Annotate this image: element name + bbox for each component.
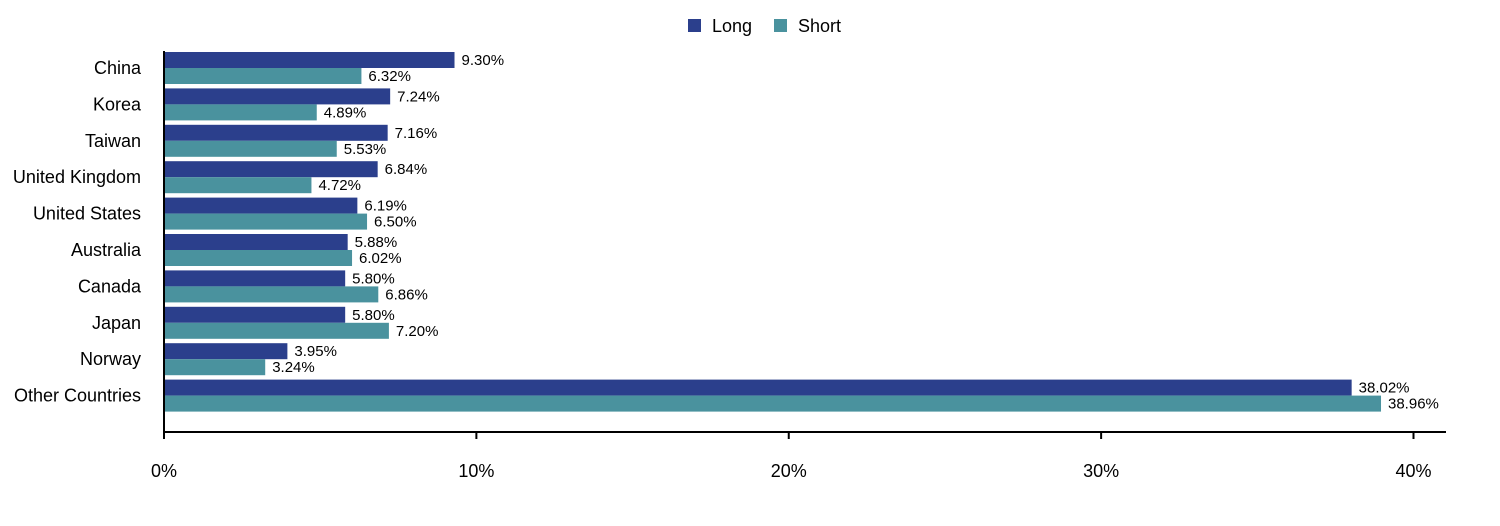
legend-label-short: Short — [798, 16, 841, 36]
category-label: United States — [33, 204, 141, 224]
data-label-short: 6.86% — [385, 286, 428, 303]
bar-long-norway — [164, 343, 288, 360]
x-tick-label: 30% — [1083, 461, 1119, 481]
data-label-long: 5.80% — [352, 270, 395, 287]
x-tick-label: 20% — [771, 461, 807, 481]
bar-short-korea — [164, 104, 317, 121]
bar-short-other-countries — [164, 395, 1382, 412]
category-label: Taiwan — [85, 131, 141, 151]
legend-label-long: Long — [712, 16, 752, 36]
data-label-short: 6.02% — [359, 250, 402, 267]
bar-short-united-states — [164, 213, 368, 230]
data-label-long: 7.24% — [397, 88, 440, 105]
data-label-long: 7.16% — [395, 125, 438, 142]
data-label-long: 5.80% — [352, 307, 395, 324]
bar-short-china — [164, 68, 362, 84]
data-label-short: 7.20% — [396, 323, 439, 340]
data-label-short: 4.89% — [324, 104, 367, 121]
category-label: Canada — [78, 276, 142, 296]
bar-long-other-countries — [164, 379, 1352, 396]
legend-swatch-short — [774, 19, 787, 32]
bar-long-australia — [164, 234, 348, 250]
bar-short-japan — [164, 322, 389, 339]
data-label-long: 6.19% — [364, 198, 407, 215]
category-label: Norway — [80, 349, 141, 369]
data-label-long: 38.02% — [1359, 380, 1410, 397]
data-label-long: 6.84% — [385, 161, 428, 178]
category-label: China — [94, 58, 142, 78]
bar-long-taiwan — [164, 124, 388, 141]
bar-short-taiwan — [164, 140, 337, 157]
data-label-short: 38.96% — [1388, 396, 1439, 413]
data-label-short: 4.72% — [318, 177, 361, 194]
data-label-long: 5.88% — [355, 234, 398, 251]
data-label-short: 6.50% — [374, 214, 417, 231]
bar-long-japan — [164, 306, 346, 323]
category-label: Other Countries — [14, 386, 141, 406]
x-tick-label: 40% — [1395, 461, 1431, 481]
x-tick-label: 0% — [151, 461, 177, 481]
category-label: Korea — [93, 94, 142, 114]
data-label-long: 3.95% — [294, 343, 337, 360]
category-label: Japan — [92, 313, 141, 333]
data-label-short: 5.53% — [344, 141, 387, 158]
data-label-long: 9.30% — [462, 52, 505, 69]
x-tick-label: 10% — [458, 461, 494, 481]
bar-short-canada — [164, 286, 379, 303]
bar-short-united-kingdom — [164, 177, 312, 194]
data-label-short: 6.32% — [368, 68, 411, 85]
category-label: United Kingdom — [13, 167, 141, 187]
category-label: Australia — [71, 240, 142, 260]
legend-swatch-long — [688, 19, 701, 32]
data-label-short: 3.24% — [272, 359, 315, 376]
bar-long-united-states — [164, 197, 358, 214]
bar-long-korea — [164, 88, 391, 105]
bar-long-united-kingdom — [164, 161, 378, 178]
bar-long-china — [164, 52, 455, 68]
bar-short-norway — [164, 359, 266, 376]
bar-short-australia — [164, 250, 353, 266]
bar-long-canada — [164, 270, 346, 287]
